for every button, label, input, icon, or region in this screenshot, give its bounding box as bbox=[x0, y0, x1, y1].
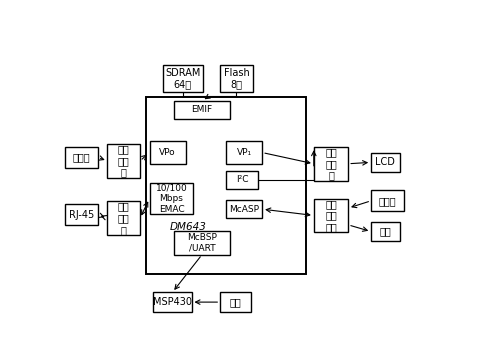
Bar bbox=[107, 201, 140, 235]
Bar bbox=[149, 183, 193, 214]
Bar bbox=[226, 200, 262, 218]
Text: EMIF: EMIF bbox=[191, 105, 212, 114]
Bar bbox=[175, 231, 230, 254]
Bar bbox=[146, 97, 306, 274]
Text: 摄像机: 摄像机 bbox=[73, 152, 91, 163]
Text: 视频
编码
器: 视频 编码 器 bbox=[325, 147, 337, 180]
Bar bbox=[153, 292, 191, 312]
Text: 10/100
Mbps
EMAC: 10/100 Mbps EMAC bbox=[156, 184, 187, 213]
Bar bbox=[163, 65, 203, 93]
Bar bbox=[66, 147, 98, 168]
Bar bbox=[371, 190, 404, 211]
Text: 视频
解码
器: 视频 解码 器 bbox=[118, 144, 130, 178]
Bar bbox=[314, 199, 348, 232]
Text: LCD: LCD bbox=[376, 157, 395, 167]
Text: RJ-45: RJ-45 bbox=[69, 210, 94, 220]
Bar bbox=[107, 144, 140, 178]
Text: DM643: DM643 bbox=[169, 222, 206, 232]
Bar bbox=[371, 152, 400, 172]
Text: McBSP
/UART: McBSP /UART bbox=[187, 233, 217, 252]
Bar bbox=[175, 101, 230, 119]
Text: 网络
适配
器: 网络 适配 器 bbox=[118, 202, 130, 235]
Bar bbox=[66, 204, 98, 225]
Text: 键盘: 键盘 bbox=[230, 297, 242, 307]
Text: VP₁: VP₁ bbox=[237, 148, 251, 157]
Text: McASP: McASP bbox=[229, 205, 259, 214]
Bar bbox=[226, 171, 258, 189]
Bar bbox=[220, 292, 251, 312]
Bar bbox=[149, 142, 186, 164]
Text: VPo: VPo bbox=[159, 148, 176, 157]
Bar bbox=[226, 142, 262, 164]
Text: Flash
8位: Flash 8位 bbox=[223, 68, 249, 89]
Bar bbox=[220, 65, 252, 93]
Bar bbox=[314, 147, 348, 180]
Text: 音频
编解
码器: 音频 编解 码器 bbox=[325, 199, 337, 232]
Text: I²C: I²C bbox=[236, 175, 248, 184]
Bar bbox=[371, 223, 400, 241]
Text: 喇叭: 喇叭 bbox=[380, 227, 391, 237]
Text: MSP430: MSP430 bbox=[153, 297, 192, 307]
Text: SDRAM
64位: SDRAM 64位 bbox=[165, 68, 201, 89]
Text: 麦克风: 麦克风 bbox=[379, 196, 396, 206]
